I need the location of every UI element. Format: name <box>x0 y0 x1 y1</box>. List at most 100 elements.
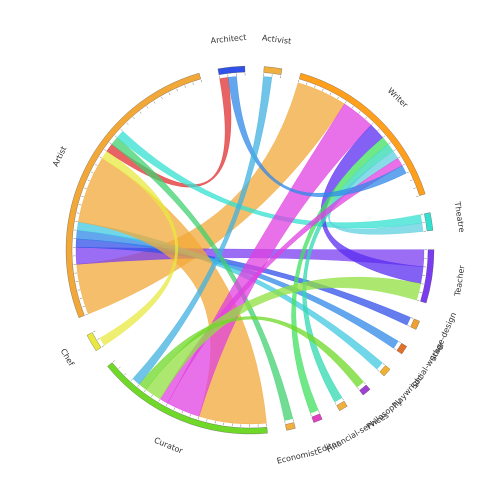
label-architect: Architect <box>210 33 247 46</box>
tick-writer <box>322 88 324 92</box>
tick-writer <box>298 79 300 83</box>
tick-artist <box>168 92 171 96</box>
tick-philosophy <box>363 382 366 385</box>
tick-writer <box>351 106 354 109</box>
arc-activist[interactable] <box>263 66 283 75</box>
tick-playwright <box>382 362 385 365</box>
tick-writer <box>410 179 413 181</box>
tick-artist <box>120 129 123 132</box>
tick-artist <box>153 101 156 104</box>
label-writer: Writer <box>386 86 410 110</box>
tick-artist <box>132 116 135 120</box>
tick-chef <box>93 330 96 333</box>
tick-curator <box>181 410 183 414</box>
tick-curator <box>158 399 161 402</box>
tick-artist <box>78 204 82 206</box>
tick-writer <box>402 164 405 166</box>
chord-artist-chef[interactable] <box>99 150 179 346</box>
tick-financial-services <box>334 402 337 405</box>
tick-writer <box>371 122 374 125</box>
chord-writer-curator[interactable] <box>167 103 372 417</box>
tick-writer <box>383 135 386 138</box>
chord-artist-theatre[interactable] <box>116 130 423 229</box>
tick-economist <box>292 419 294 422</box>
tick-curator <box>118 366 121 369</box>
tick-writer <box>388 142 391 145</box>
label-activist: Activist <box>262 33 292 46</box>
chord-artist-economist[interactable] <box>111 137 294 421</box>
tick-stage-design <box>410 317 414 319</box>
tick-artist <box>126 122 129 125</box>
tick-writer <box>398 156 401 159</box>
arc-theatre[interactable] <box>424 212 434 232</box>
label-curator: Curator <box>153 436 185 456</box>
tick-teacher <box>419 291 422 293</box>
tick-curator <box>189 414 191 417</box>
arc-artist[interactable] <box>65 72 201 318</box>
tick-artist <box>200 79 202 83</box>
tick-artist <box>77 289 81 291</box>
tick-artist <box>161 96 163 100</box>
chord-architect-writer[interactable] <box>227 76 407 197</box>
tick-writer <box>416 195 419 197</box>
tick-curator <box>130 378 133 382</box>
tick-writer <box>393 149 396 152</box>
tick-artist <box>84 187 87 189</box>
label-artist: Artist <box>51 145 69 168</box>
arc-editor[interactable] <box>311 413 323 423</box>
tick-artist <box>192 82 194 85</box>
tick-social-worker <box>393 348 397 351</box>
chord-curator-philosophy[interactable] <box>139 316 364 390</box>
tick-editor <box>310 413 312 417</box>
tick-artist <box>81 195 84 198</box>
tick-artist <box>76 212 80 214</box>
tick-artist <box>82 306 85 308</box>
tick-social-worker <box>398 341 401 343</box>
tick-curator <box>137 384 140 387</box>
tick-writer <box>329 92 332 96</box>
tick-artist <box>79 297 83 299</box>
label-theatre: Theatre <box>452 200 466 233</box>
label-teacher: Teacher <box>453 264 467 298</box>
tick-curator <box>165 403 168 406</box>
tick-teacher <box>417 300 420 302</box>
arc-chef[interactable] <box>86 332 102 352</box>
tick-editor <box>318 410 320 413</box>
tick-chef <box>97 338 100 340</box>
arc-economist[interactable] <box>285 422 296 431</box>
tick-philosophy <box>357 387 359 390</box>
tick-artist <box>85 314 88 316</box>
tick-writer <box>406 171 409 174</box>
tick-curator <box>112 360 115 363</box>
arc-playwright[interactable] <box>379 365 391 377</box>
tick-artist <box>95 164 98 166</box>
tick-artist <box>109 142 112 145</box>
ribbons <box>75 76 425 425</box>
label-economist: Economist <box>276 448 319 466</box>
tick-writer <box>377 129 380 132</box>
tick-curator <box>173 407 176 410</box>
arc-architect[interactable] <box>217 65 246 75</box>
group-arcs <box>65 65 435 435</box>
tick-artist <box>91 171 94 174</box>
tick-curator <box>124 372 127 376</box>
arc-teacher[interactable] <box>420 249 435 304</box>
arc-stage-design[interactable] <box>410 318 420 330</box>
tick-writer <box>337 96 339 100</box>
tick-writer <box>358 111 361 114</box>
arc-philosophy[interactable] <box>359 384 371 396</box>
tick-chef <box>101 345 105 348</box>
tick-curator <box>151 394 153 398</box>
tick-artist <box>146 106 149 109</box>
tick-curator <box>144 389 146 393</box>
arc-financial-services[interactable] <box>336 400 348 411</box>
tick-curator <box>206 419 208 422</box>
arc-social-worker[interactable] <box>396 343 407 355</box>
tick-writer <box>365 116 368 120</box>
tick-artist <box>184 85 186 88</box>
tick-financial-services <box>342 397 344 401</box>
tick-playwright <box>376 369 380 372</box>
tick-theatre <box>420 213 424 215</box>
tick-artist <box>114 135 117 138</box>
chord-activist-curator[interactable] <box>132 76 273 385</box>
